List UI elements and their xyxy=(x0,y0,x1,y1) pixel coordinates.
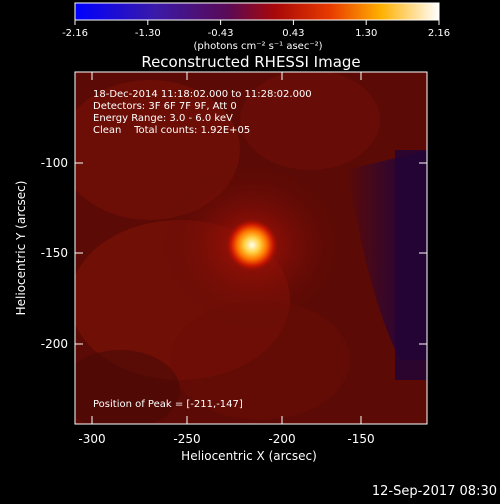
footer-timestamp: 12-Sep-2017 08:30 xyxy=(372,484,497,499)
colorbar-tick-labels: -2.16 -1.30 -0.43 0.43 1.30 2.16 xyxy=(62,28,450,39)
y-tick-label: -100 xyxy=(41,156,68,170)
rhessi-image xyxy=(75,72,427,424)
image-info: 18-Dec-2014 11:18:02.000 to 11:28:02.000… xyxy=(93,89,312,136)
x-axis-label: Heliocentric X (arcsec) xyxy=(181,449,317,463)
colorbar-ticks xyxy=(74,20,440,25)
colorbar xyxy=(74,2,440,21)
info-line: 18-Dec-2014 11:18:02.000 to 11:28:02.000 xyxy=(93,89,312,100)
info-line: Energy Range: 3.0 - 6.0 keV xyxy=(93,113,233,124)
colorbar-tick-label: -1.30 xyxy=(135,28,161,39)
info-line: Clean Total counts: 1.92E+05 xyxy=(93,125,250,136)
y-tick-label: -150 xyxy=(41,246,68,260)
x-tick-label: -300 xyxy=(78,432,105,446)
x-axis: -300 -250 -200 -150 Heliocentric X (arcs… xyxy=(78,72,375,463)
y-tick-label: -200 xyxy=(41,337,68,351)
y-axis: -100 -150 -200 Heliocentric Y (arcsec) xyxy=(14,156,427,351)
image-title: Reconstructed RHESSI Image xyxy=(141,53,360,71)
colorbar-tick-label: -2.16 xyxy=(62,28,88,39)
colorbar-units: (photons cm⁻² s⁻¹ asec⁻²) xyxy=(193,41,322,52)
colorbar-tick-label: 1.30 xyxy=(355,28,377,39)
y-axis-label: Heliocentric Y (arcsec) xyxy=(14,181,28,316)
info-line: Detectors: 3F 6F 7F 9F, Att 0 xyxy=(93,101,237,112)
flare-peak xyxy=(226,219,278,271)
colorbar-tick-label: 2.16 xyxy=(428,28,450,39)
colorbar-tick-label: 0.43 xyxy=(282,28,304,39)
x-tick-label: -200 xyxy=(268,432,295,446)
colorbar-tick-label: -0.43 xyxy=(208,28,234,39)
x-tick-label: -150 xyxy=(347,432,374,446)
x-tick-label: -250 xyxy=(173,432,200,446)
peak-position-text: Position of Peak = [-211,-147] xyxy=(93,399,243,410)
